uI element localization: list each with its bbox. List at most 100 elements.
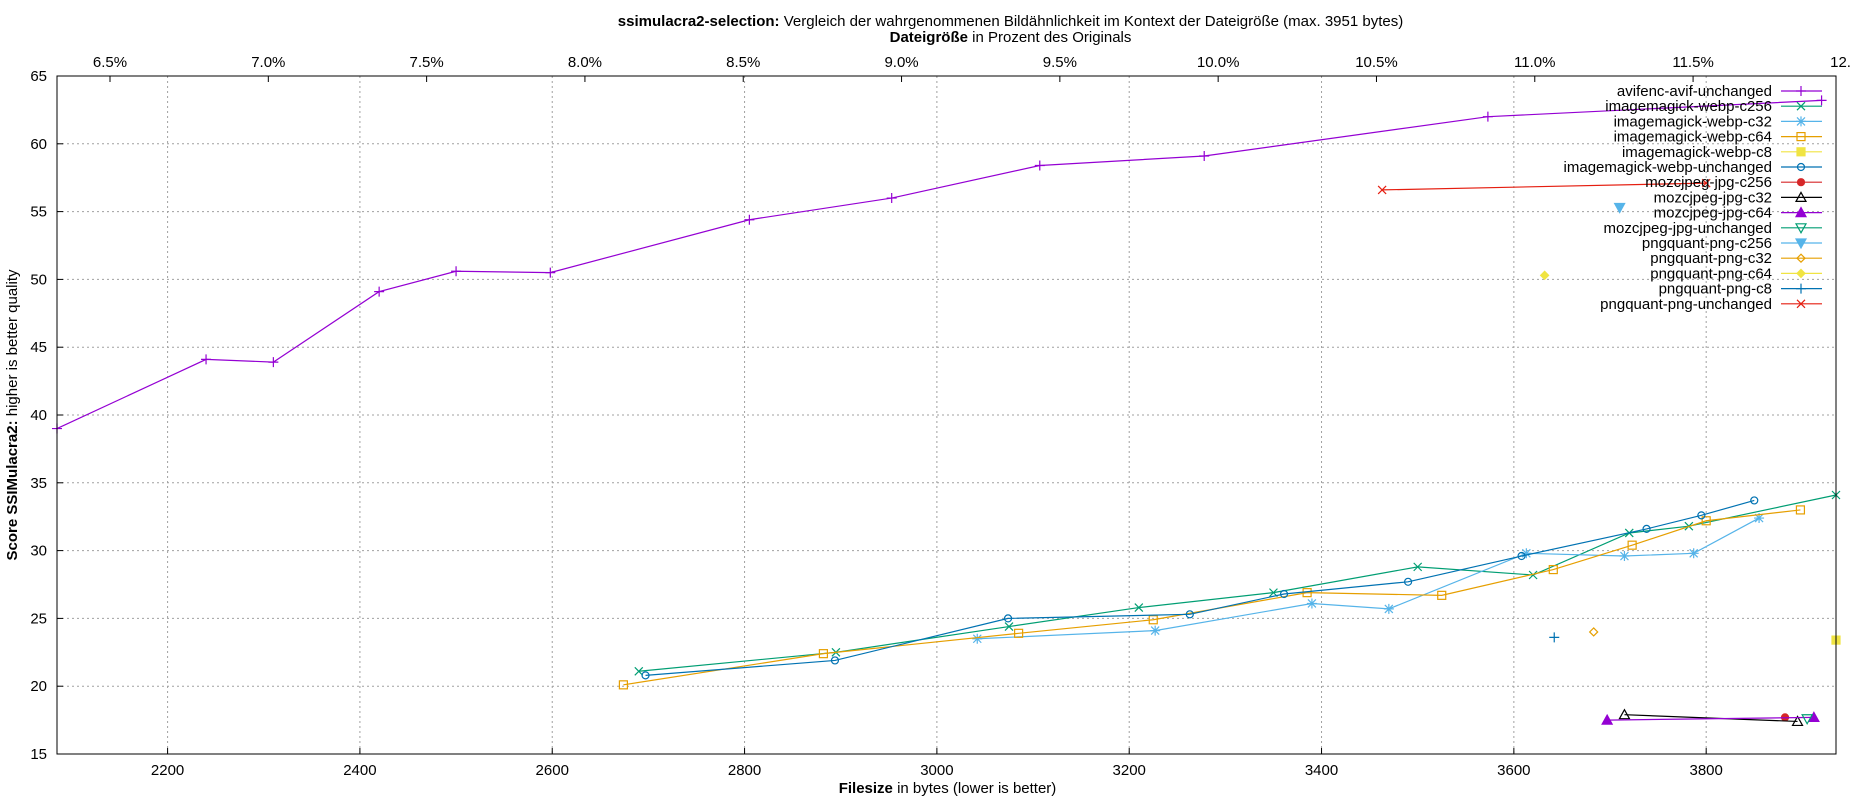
data-point <box>1791 715 1804 727</box>
x-tick-label: 2400 <box>343 762 376 779</box>
data-point <box>1150 625 1161 636</box>
legend-label: imagemagick-webp-c32 <box>1614 113 1772 130</box>
legend-marker <box>1796 147 1806 157</box>
data-point <box>886 193 897 204</box>
data-point <box>1306 598 1317 609</box>
legend-marker <box>1796 268 1806 279</box>
legend-item: imagemagick-webp-c8 <box>1622 144 1822 161</box>
data-point <box>1014 628 1024 638</box>
legend-label: pngquant-png-unchanged <box>1600 296 1772 313</box>
legend-item: mozcjpeg-jpg-c32 <box>1654 189 1822 206</box>
data-point <box>1004 622 1014 631</box>
legend-marker <box>1794 238 1808 250</box>
x2-tick-label: 9.5% <box>1043 54 1077 71</box>
data-point <box>1619 551 1630 562</box>
series-pngquant-png-c64 <box>1539 270 1550 281</box>
data-point <box>1539 270 1550 281</box>
x-tick-label: 2200 <box>151 762 184 779</box>
x-tick-label: 2600 <box>536 762 569 779</box>
data-point <box>268 357 279 368</box>
data-point <box>1601 713 1614 725</box>
x-tick-label: 3400 <box>1305 762 1338 779</box>
legend-label: avifenc-avif-unchanged <box>1617 83 1772 100</box>
legend-marker <box>1796 86 1806 96</box>
data-point <box>1548 564 1558 575</box>
legend-item: pngquant-png-c256 <box>1642 235 1822 252</box>
data-point <box>1377 185 1387 195</box>
x2-tick-label: 7.5% <box>410 54 444 71</box>
data-point <box>1185 610 1194 619</box>
data-point <box>1816 95 1827 106</box>
series-imagemagick-webp-c256 <box>634 490 1841 676</box>
legend-marker <box>1796 283 1806 294</box>
y-tick-label: 60 <box>30 136 47 153</box>
x2-tick-label: 10.0% <box>1197 54 1240 71</box>
legend-item: mozcjpeg-jpg-c256 <box>1645 174 1822 191</box>
legend-label: imagemagick-webp-c64 <box>1614 129 1772 146</box>
legend-marker <box>1796 253 1806 264</box>
series-line <box>1382 182 1707 191</box>
y-tick-label: 25 <box>30 610 47 627</box>
legend-label: mozcjpeg-jpg-unchanged <box>1604 220 1772 237</box>
legend-item: mozcjpeg-jpg-c64 <box>1654 205 1822 222</box>
series-pngquant-png-c8 <box>1549 632 1560 643</box>
y-tick-label: 50 <box>30 271 47 288</box>
data-point <box>1549 632 1560 643</box>
series-line <box>56 99 1822 430</box>
series-line <box>977 517 1760 640</box>
legend-marker <box>1794 206 1808 218</box>
x-tick-label: 3800 <box>1689 762 1722 779</box>
legend-item: avifenc-avif-unchanged <box>1617 83 1822 100</box>
data-point <box>1795 505 1806 515</box>
data-point <box>451 266 462 277</box>
legend-label: pngquant-png-c32 <box>1650 250 1772 267</box>
data-point <box>374 286 385 297</box>
x-tick-label: 3200 <box>1113 762 1146 779</box>
axes: 2200 2400 2600 2800 3000 3200 3400 3600 3800 15 20… <box>30 54 1850 779</box>
series-pngquant-png-unchanged <box>1377 178 1711 195</box>
legend-item: imagemagick-webp-unchanged <box>1564 159 1822 176</box>
data-point <box>1279 589 1289 599</box>
y-tick-label: 30 <box>30 543 47 560</box>
x-axis-label: Filesize in bytes (lower is better) <box>839 780 1057 797</box>
legend-label: imagemagick-webp-unchanged <box>1564 159 1772 176</box>
x2-tick-label: 11.5% <box>1672 54 1713 71</box>
series-imagemagick-webp-c64 <box>618 505 1806 690</box>
series-pngquant-png-c32 <box>1588 627 1599 637</box>
series-mozcjpeg-jpg-unchanged <box>1801 714 1814 725</box>
x-tick-label: 3600 <box>1497 762 1530 779</box>
legend-item: mozcjpeg-jpg-unchanged <box>1604 220 1822 237</box>
data-point <box>641 671 650 680</box>
legend-label: pngquant-png-c64 <box>1650 265 1772 282</box>
x2-tick-label: 12.0% <box>1830 54 1850 71</box>
legend-marker <box>1794 191 1808 202</box>
data-point <box>1199 151 1210 162</box>
chart-title: ssimulacra2-selection: Vergleich der wah… <box>618 13 1403 30</box>
legend-marker <box>1796 178 1806 187</box>
legend-marker <box>1796 116 1806 127</box>
x2-axis-label: Dateigröße in Prozent des Originals <box>890 29 1132 46</box>
series-mozcjpeg-jpg-c64 <box>1601 711 1820 725</box>
x2-tick-label: 6.5% <box>93 54 127 71</box>
data-point <box>1003 614 1013 623</box>
legend-marker <box>1796 101 1806 111</box>
x-tick-label: 2800 <box>728 762 761 779</box>
data-point <box>1613 202 1626 214</box>
legend-item: imagemagick-webp-c32 <box>1614 113 1822 130</box>
x2-tick-label: 8.0% <box>568 54 602 71</box>
data-point <box>1517 551 1526 561</box>
x2-tick-label: 10.5% <box>1355 54 1398 71</box>
series-line <box>623 509 1801 686</box>
data-point <box>1383 603 1394 614</box>
data-point <box>201 354 212 365</box>
data-point <box>1413 562 1423 572</box>
y-tick-label: 35 <box>30 475 47 492</box>
legend-item: pngquant-png-c32 <box>1650 250 1822 267</box>
legend-label: pngquant-png-c8 <box>1659 281 1772 298</box>
y-tick-label: 45 <box>30 339 47 356</box>
data-point <box>1750 496 1759 505</box>
legend-marker <box>1796 162 1806 172</box>
legend-item: pngquant-png-c8 <box>1659 281 1822 298</box>
data-point <box>1642 524 1651 534</box>
